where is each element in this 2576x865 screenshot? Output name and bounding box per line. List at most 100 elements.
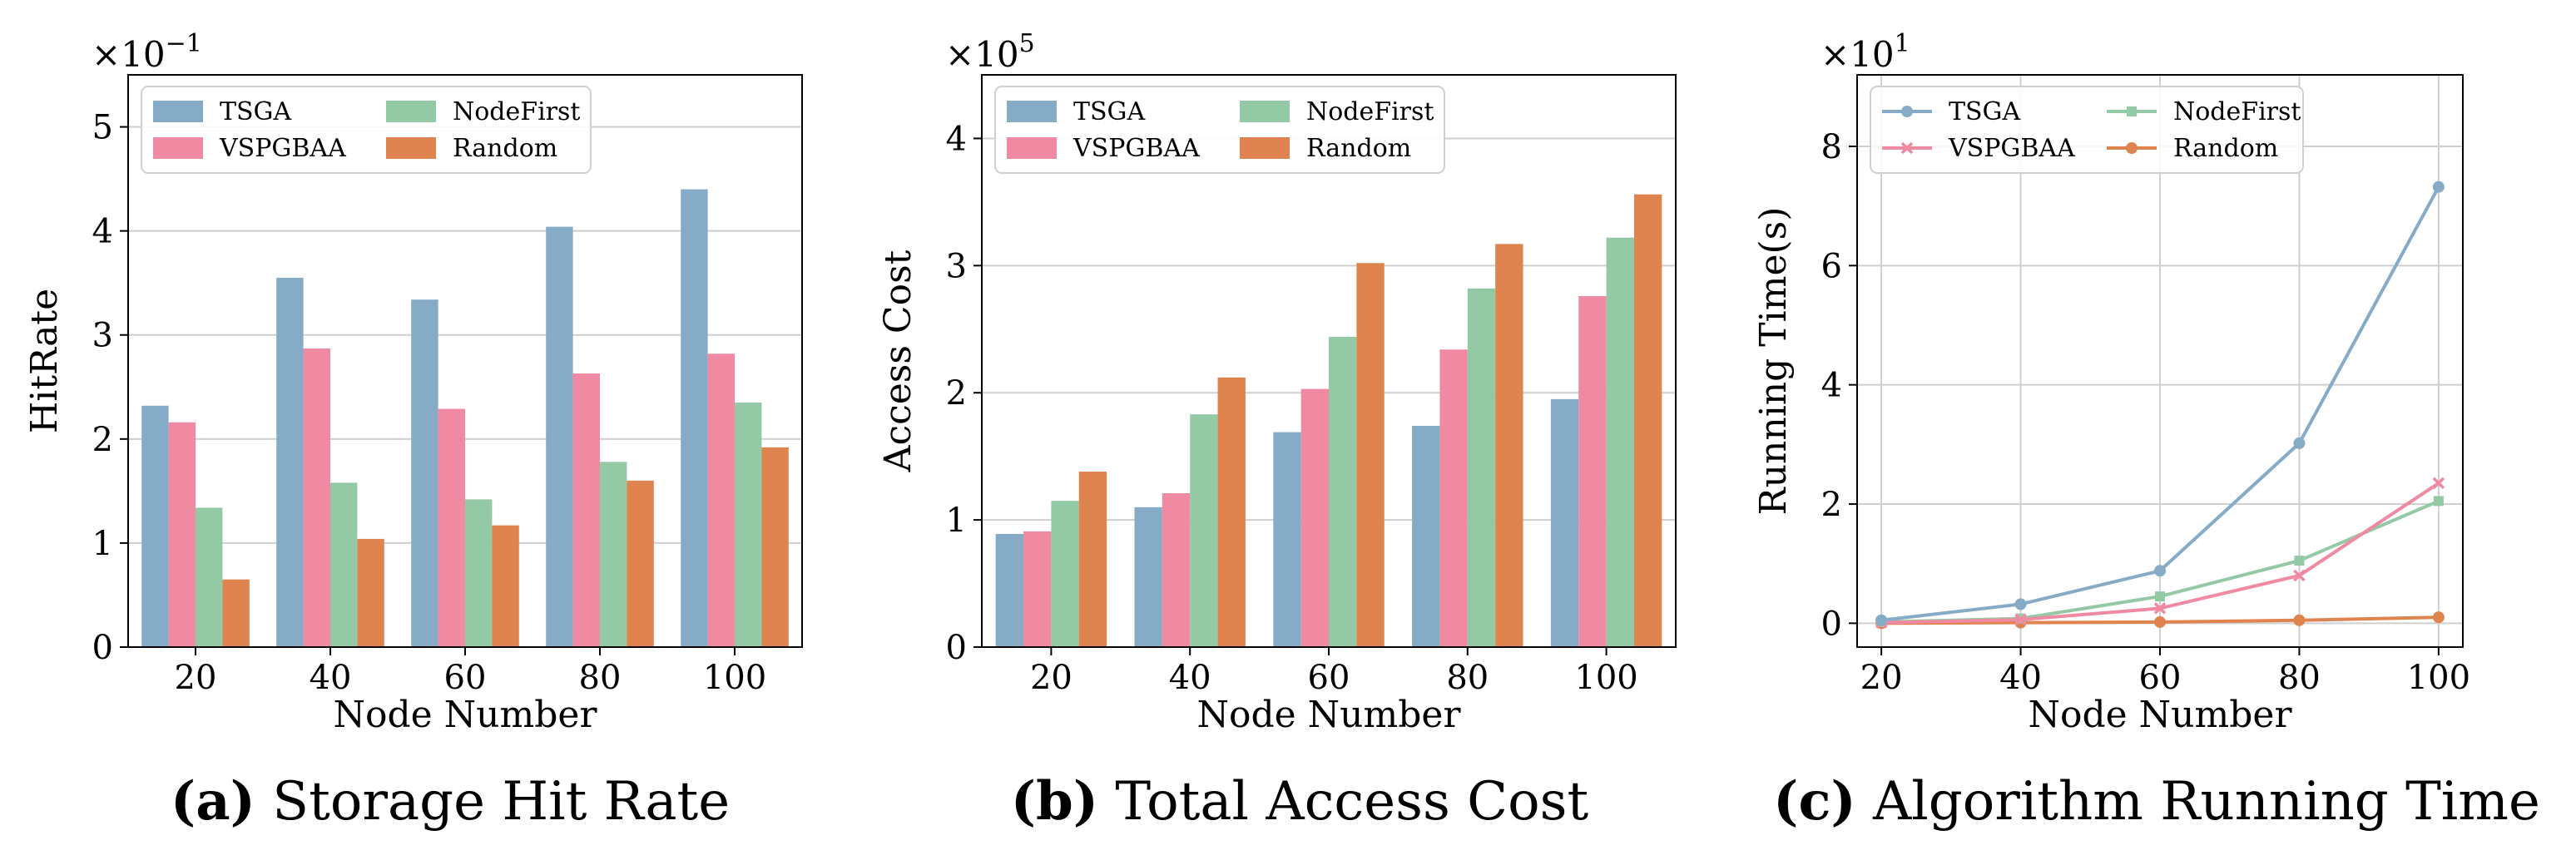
bar-nodefirst-60	[465, 499, 493, 647]
legend-marker	[2127, 106, 2137, 116]
legend-swatch-tsga	[1007, 101, 1057, 122]
bar-tsga-40	[276, 277, 304, 647]
y-axis-label: Access Cost	[877, 250, 919, 472]
y-tick-label: 1	[946, 502, 967, 540]
sci-exponent: 5	[1019, 29, 1035, 58]
bar-vspgbaa-20	[168, 422, 196, 647]
sci-base: ×10	[945, 34, 1019, 75]
bar-nodefirst-100	[1606, 237, 1634, 647]
legend-b: TSGA VSPGBAA NodeFirst Random	[994, 86, 1445, 174]
sci-multiplier: ×101	[1821, 29, 1910, 75]
bar-tsga-20	[995, 533, 1024, 647]
bar-tsga-100	[1550, 398, 1579, 647]
y-tick-label: 0	[92, 629, 113, 667]
bar-random-20	[1078, 472, 1107, 647]
legend-label-random: Random	[453, 134, 557, 163]
point-vspgbaa	[2153, 602, 2167, 615]
caption-a: (a) Storage Hit Rate	[171, 770, 730, 833]
sci-exponent: 1	[1895, 29, 1910, 58]
bar-nodefirst-20	[1051, 501, 1079, 647]
bar-nodefirst-80	[600, 462, 627, 647]
series-tsga	[141, 189, 708, 648]
bar-random-20	[222, 579, 250, 647]
legend-marker	[2126, 142, 2138, 154]
legend-label-nodefirst: NodeFirst	[453, 97, 580, 126]
bar-tsga-100	[681, 189, 708, 648]
legend-swatch-tsga	[153, 101, 203, 122]
legend-swatch-random	[1240, 137, 1290, 159]
bar-vspgbaa-80	[572, 373, 600, 647]
y-tick-label: 2	[946, 374, 967, 413]
bar-nodefirst-40	[1190, 414, 1218, 647]
bar-nodefirst-40	[330, 482, 358, 647]
y-tick-label: 4	[92, 213, 113, 251]
point-vspgbaa	[2293, 569, 2306, 582]
y-tick-label: 4	[1821, 367, 1842, 405]
x-tick-label: 40	[310, 659, 352, 697]
bar-vspgbaa-60	[438, 408, 465, 647]
x-tick-label: 80	[1446, 659, 1489, 697]
bar-random-40	[357, 538, 384, 647]
point-random	[2432, 611, 2445, 624]
caption-text: Storage Hit Rate	[255, 771, 730, 833]
point-vspgbaa	[2014, 613, 2027, 626]
series-vspgbaa	[1023, 296, 1607, 647]
series-nodefirst	[196, 403, 762, 647]
x-tick-label: 40	[1999, 659, 2042, 697]
bar-tsga-60	[411, 299, 438, 647]
y-tick-label: 2	[1821, 486, 1842, 524]
legend-box	[1870, 86, 2304, 174]
series-random	[1078, 194, 1662, 647]
legend-label-vspgbaa: VSPGBAA	[1073, 134, 1200, 163]
series-nodefirst	[1051, 237, 1634, 647]
sci-exponent: −1	[166, 29, 202, 58]
sci-base: ×10	[92, 34, 166, 75]
point-nodefirst	[2294, 556, 2305, 566]
bar-random-80	[1495, 244, 1523, 647]
bar-vspgbaa-80	[1439, 349, 1468, 647]
y-axis-label: HitRate	[23, 289, 66, 433]
y-tick-label: 3	[92, 317, 113, 355]
point-nodefirst	[2155, 591, 2165, 602]
legend-label-nodefirst: NodeFirst	[1306, 97, 1434, 126]
legend-label-tsga: TSGA	[1949, 97, 2021, 126]
legend-label-vspgbaa: VSPGBAA	[219, 134, 346, 163]
series-random	[222, 447, 789, 647]
caption-b: (b) Total Access Cost	[1011, 770, 1589, 833]
x-tick-label: 40	[1169, 659, 1211, 697]
bar-tsga-40	[1134, 507, 1162, 647]
legend-label-nodefirst: NodeFirst	[2173, 97, 2301, 126]
caption-prefix: (a)	[171, 770, 255, 833]
bar-vspgbaa-100	[707, 353, 735, 647]
caption-prefix: (b)	[1011, 770, 1098, 833]
series-tsga	[1875, 180, 2445, 626]
x-tick-label: 60	[444, 659, 487, 697]
legend-c: TSGA VSPGBAA NodeFirst Random	[1870, 86, 2304, 174]
sci-base: ×10	[1821, 34, 1895, 75]
sci-multiplier: ×10−1	[92, 29, 202, 75]
x-tick-label: 80	[579, 659, 622, 697]
y-tick-label: 0	[946, 629, 967, 667]
y-tick-label: 1	[92, 525, 113, 563]
legend-swatch-nodefirst	[386, 101, 436, 122]
x-ticks-a: 20 40 60 80 100	[175, 647, 766, 697]
x-tick-label: 20	[1860, 659, 1903, 697]
legend-label-tsga: TSGA	[1073, 97, 1146, 126]
y-tick-label: 4	[946, 120, 967, 158]
legend-marker	[1901, 106, 1913, 117]
bar-vspgbaa-100	[1578, 296, 1607, 647]
bar-nodefirst-80	[1467, 288, 1496, 647]
legend-swatch-vspgbaa	[1007, 137, 1057, 159]
x-tick-label: 100	[703, 659, 766, 697]
point-tsga	[1875, 614, 1888, 626]
chart-a: 0 1 2 3 4 5 20 40 60 80 100 Node Number HitRate ×10−1…	[23, 29, 803, 833]
legend-marker	[1900, 141, 1914, 155]
y-tick-label: 5	[92, 109, 113, 147]
y-tick-label: 8	[1821, 128, 1842, 166]
caption-text: Total Access Cost	[1098, 771, 1588, 833]
y-tick-label: 2	[92, 421, 113, 459]
sci-multiplier: ×105	[945, 29, 1035, 75]
caption-c: (c) Algorithm Running Time	[1773, 770, 2540, 833]
bar-vspgbaa-40	[1162, 493, 1191, 647]
